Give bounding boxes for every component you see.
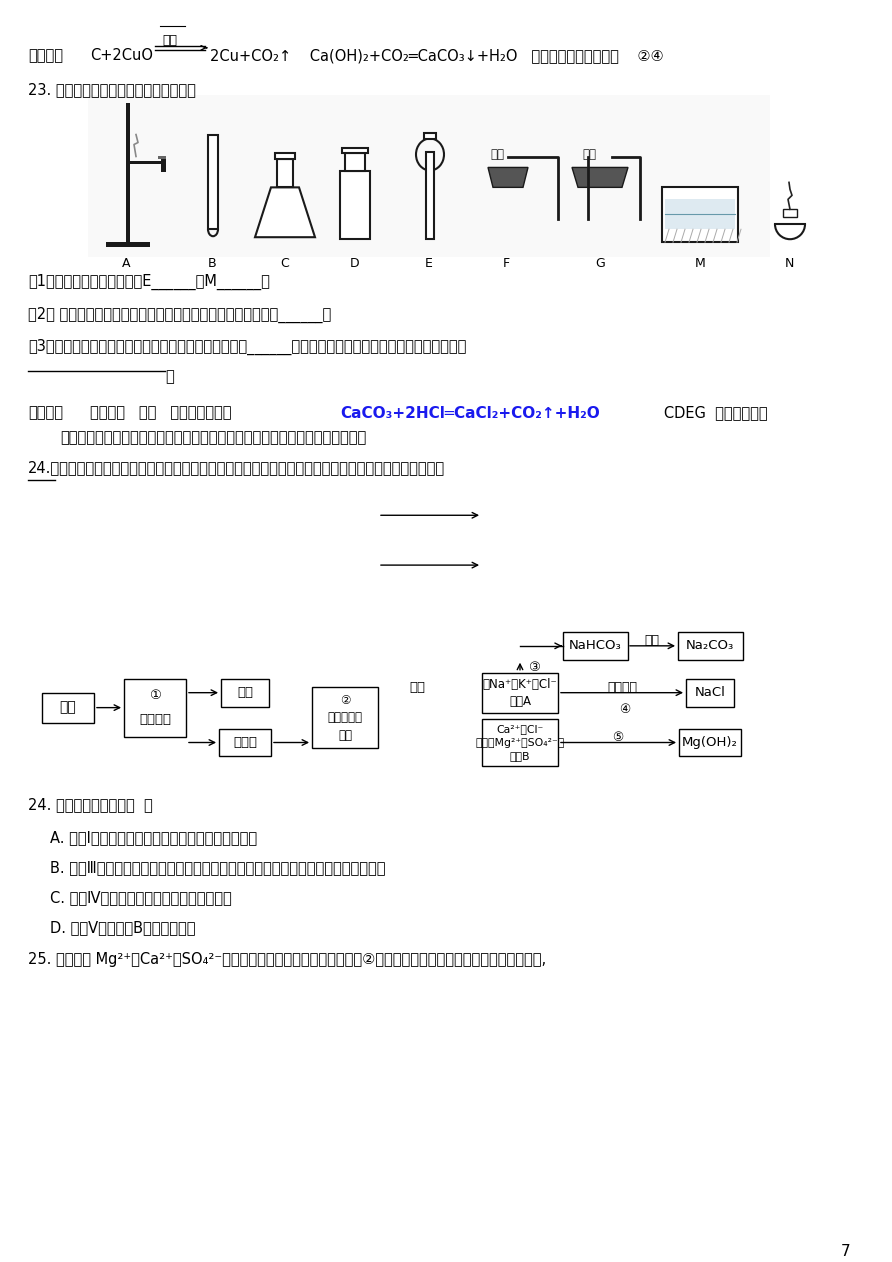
Bar bbox=[340, 172, 370, 240]
Text: 蒸发结晶: 蒸发结晶 bbox=[607, 680, 637, 694]
Text: 。: 。 bbox=[165, 369, 174, 384]
Bar bbox=[686, 679, 734, 707]
Polygon shape bbox=[572, 168, 628, 187]
Text: ⑤: ⑤ bbox=[613, 731, 624, 743]
Text: D: D bbox=[350, 257, 359, 270]
Text: 【答案】: 【答案】 bbox=[28, 48, 63, 63]
Bar bbox=[426, 153, 434, 240]
Bar bbox=[219, 728, 271, 756]
Text: 橡皮管，向长颈漏斗内注水，一段时间后，在长颈漏斗内形成一段稳定的水柱。: 橡皮管，向长颈漏斗内注水，一段时间后，在长颈漏斗内形成一段稳定的水柱。 bbox=[60, 430, 367, 445]
Text: 离子交换膜: 离子交换膜 bbox=[327, 711, 362, 724]
Text: ②: ② bbox=[340, 694, 351, 707]
Text: 浓海水: 浓海水 bbox=[233, 736, 257, 750]
Text: Mg(OH)₂: Mg(OH)₂ bbox=[682, 736, 738, 750]
Text: 反渗透膜: 反渗透膜 bbox=[139, 713, 171, 727]
Bar bbox=[277, 159, 293, 187]
Bar bbox=[208, 135, 218, 230]
Text: ④: ④ bbox=[619, 703, 631, 716]
Text: B: B bbox=[208, 257, 217, 270]
Bar bbox=[312, 687, 378, 748]
Bar bbox=[106, 242, 150, 247]
Bar bbox=[275, 154, 295, 159]
Text: 双孔: 双孔 bbox=[582, 148, 596, 160]
Text: C: C bbox=[280, 257, 289, 270]
Text: G: G bbox=[595, 257, 605, 270]
Text: 24. 下列说法正确的是（  ）: 24. 下列说法正确的是（ ） bbox=[28, 798, 153, 813]
Bar bbox=[679, 728, 741, 756]
Bar bbox=[126, 102, 130, 247]
Text: Ca²⁺、Cl⁻: Ca²⁺、Cl⁻ bbox=[496, 724, 543, 734]
Bar bbox=[345, 154, 365, 172]
Text: ③: ③ bbox=[528, 661, 540, 674]
Bar bbox=[42, 693, 94, 723]
Text: C. 步骤Ⅳ可以采用降温结晶的方法得到精盐: C. 步骤Ⅳ可以采用降温结晶的方法得到精盐 bbox=[50, 890, 232, 905]
Text: 高温: 高温 bbox=[162, 34, 178, 47]
Text: A. 步骤Ⅰ反渗透膜法与滤纸过滤法在原理上是相同的: A. 步骤Ⅰ反渗透膜法与滤纸过滤法在原理上是相同的 bbox=[50, 830, 257, 846]
Text: 海水: 海水 bbox=[60, 700, 77, 714]
Text: NaHCO₃: NaHCO₃ bbox=[568, 640, 622, 652]
Bar bbox=[158, 156, 166, 159]
Bar bbox=[563, 632, 627, 660]
Text: N: N bbox=[785, 257, 795, 270]
Bar bbox=[124, 679, 186, 737]
Text: E: E bbox=[425, 257, 433, 270]
Text: 淡水: 淡水 bbox=[237, 687, 253, 699]
Bar bbox=[482, 673, 558, 713]
Bar bbox=[126, 162, 164, 164]
Bar bbox=[161, 158, 166, 173]
Text: 溶液A: 溶液A bbox=[509, 694, 531, 708]
Bar bbox=[665, 199, 735, 230]
Text: 主要含Mg²⁺、SO₄²⁻、: 主要含Mg²⁺、SO₄²⁻、 bbox=[475, 737, 565, 747]
Text: 溶液B: 溶液B bbox=[509, 751, 530, 761]
Text: 2Cu+CO₂↑    Ca(OH)₂+CO₂═CaCO₃↓+H₂O   把酒精灯换成酒精喷灯    ②④: 2Cu+CO₂↑ Ca(OH)₂+CO₂═CaCO₃↓+H₂O 把酒精灯换成酒精… bbox=[210, 48, 664, 63]
Text: （1）写出指定仪器的名称：E______，M______。: （1）写出指定仪器的名称：E______，M______。 bbox=[28, 274, 270, 290]
Polygon shape bbox=[255, 187, 315, 237]
Text: （2） 实验室制取二氧化碳所用的药品是，反应的化学方程式是______。: （2） 实验室制取二氧化碳所用的药品是，反应的化学方程式是______。 bbox=[28, 307, 331, 323]
Text: ①: ① bbox=[149, 689, 161, 702]
Bar bbox=[662, 187, 738, 242]
Bar bbox=[221, 679, 269, 707]
Text: 加热: 加热 bbox=[645, 634, 659, 647]
Bar bbox=[88, 95, 770, 257]
Bar bbox=[783, 209, 797, 217]
Polygon shape bbox=[488, 168, 528, 187]
Text: CaCO₃+2HCl═CaCl₂+CO₂↑+H₂O: CaCO₃+2HCl═CaCl₂+CO₂↑+H₂O bbox=[340, 405, 599, 420]
Bar bbox=[424, 133, 436, 139]
Text: D. 步骤Ⅴ需向溶液B中加入石灰乳: D. 步骤Ⅴ需向溶液B中加入石灰乳 bbox=[50, 920, 195, 935]
Text: F: F bbox=[503, 257, 510, 270]
Text: 24.如图是某设计院设计的综合利用海水的流程图。请你参与某兴趣小组的探究活动，完成下面两个小题：: 24.如图是某设计院设计的综合利用海水的流程图。请你参与某兴趣小组的探究活动，完… bbox=[28, 461, 445, 476]
Text: 23. 实验室制取气体的部分仪器如下图。: 23. 实验室制取气体的部分仪器如下图。 bbox=[28, 82, 196, 97]
Bar bbox=[342, 148, 368, 154]
Text: 单孔: 单孔 bbox=[490, 148, 504, 160]
Bar bbox=[678, 632, 742, 660]
Bar bbox=[482, 718, 558, 766]
Text: 通过: 通过 bbox=[409, 680, 425, 694]
Text: B. 步骤Ⅲ是氨碱法制纯碱的过程，需要向饱和食盐水中先通入二氧化碳，再通入氨气: B. 步骤Ⅲ是氨碱法制纯碱的过程，需要向饱和食盐水中先通入二氧化碳，再通入氨气 bbox=[50, 861, 385, 875]
Text: C+2CuO: C+2CuO bbox=[90, 48, 153, 63]
Text: 25. 浓海水中 Mg²⁺、Ca²⁺、SO₄²⁻，可用离子交换膜直接除去，如步骤②。离子交换膜是对特定离子的选择性透过膜,: 25. 浓海水中 Mg²⁺、Ca²⁺、SO₄²⁻，可用离子交换膜直接除去，如步骤… bbox=[28, 952, 546, 967]
Text: NaCl: NaCl bbox=[695, 687, 725, 699]
Text: CDEG  用止水夹夹住: CDEG 用止水夹夹住 bbox=[650, 405, 768, 420]
Text: M: M bbox=[695, 257, 706, 270]
Text: 【答案】: 【答案】 bbox=[28, 405, 63, 420]
Text: 某种: 某种 bbox=[338, 728, 352, 742]
Text: Na₂CO₃: Na₂CO₃ bbox=[686, 640, 734, 652]
Text: 含Na⁺、K⁺、Cl⁻: 含Na⁺、K⁺、Cl⁻ bbox=[483, 678, 558, 690]
Text: A: A bbox=[122, 257, 130, 270]
Text: 长颈漏斗   水槽   石灰石和稀盐酸: 长颈漏斗 水槽 石灰石和稀盐酸 bbox=[90, 405, 232, 420]
Text: 7: 7 bbox=[841, 1244, 851, 1258]
Text: （3）实验室制取并收集一瓶二氧化碳，所选用的仪器是______（填序号），检查发生装置气密性的方法是：: （3）实验室制取并收集一瓶二氧化碳，所选用的仪器是______（填序号），检查发… bbox=[28, 339, 467, 355]
